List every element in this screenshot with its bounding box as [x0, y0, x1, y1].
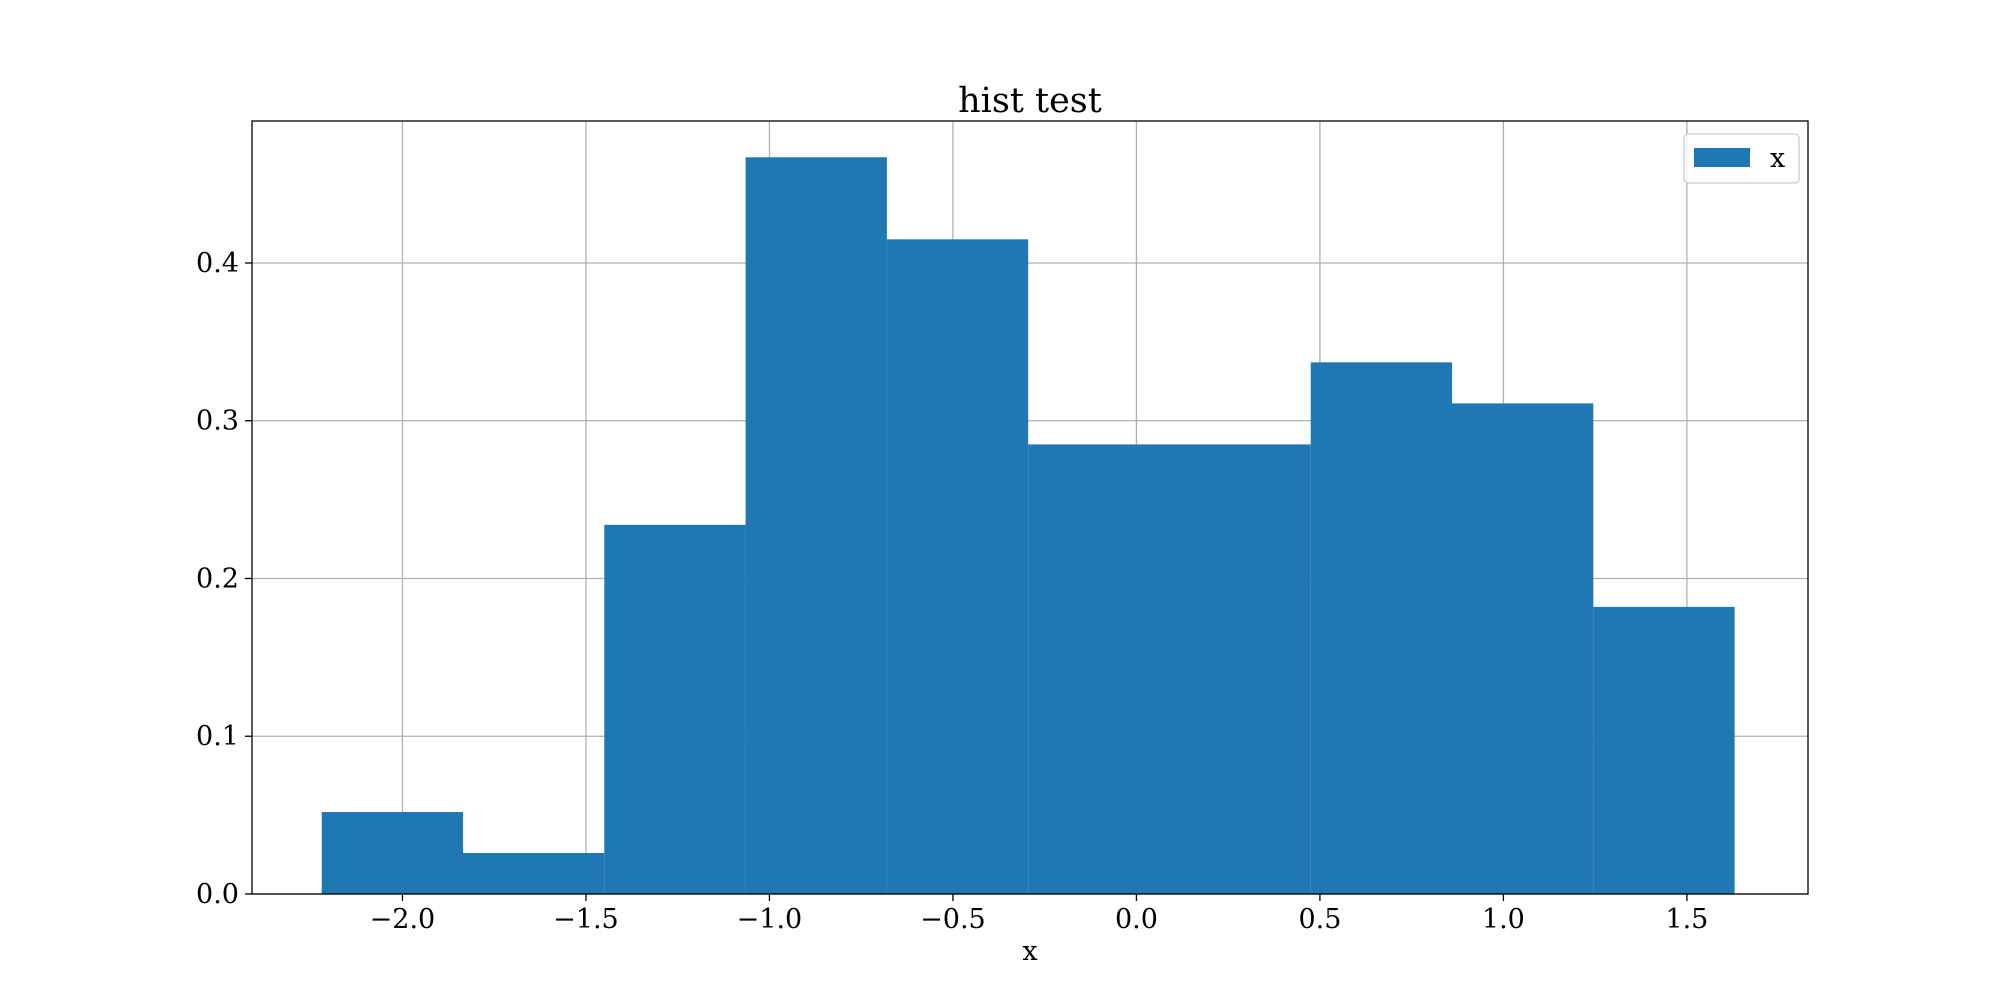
histogram-bar — [1169, 444, 1311, 894]
x-tick-label: 1.0 — [1482, 904, 1525, 935]
plot-frame — [251, 120, 1809, 895]
x-axis-ticks: −2.0 −1.5 −1.0 −0.5 0.0 0.5 1.0 1.5 — [370, 894, 1708, 935]
legend-swatch — [1694, 148, 1750, 167]
x-tick-label: 1.5 — [1665, 904, 1708, 935]
histogram-bar — [321, 811, 464, 894]
y-axis-ticks: 0.0 0.1 0.2 0.3 0.4 — [196, 248, 252, 910]
histogram-bar — [604, 524, 746, 894]
legend: x — [1683, 133, 1800, 184]
histogram-bar — [1593, 606, 1735, 894]
y-tick-label: 0.3 — [196, 406, 239, 437]
histogram-bar — [1310, 362, 1453, 894]
x-tick-label: −2.0 — [370, 904, 436, 935]
x-tick-label: 0.5 — [1298, 904, 1341, 935]
histogram-bar — [745, 157, 887, 894]
x-axis-label: x — [1022, 936, 1037, 967]
histogram-bar — [463, 852, 605, 894]
x-tick-label: 0.0 — [1115, 904, 1158, 935]
y-tick-label: 0.2 — [196, 563, 239, 594]
x-tick-label: −1.5 — [553, 904, 619, 935]
x-tick-label: −0.5 — [920, 904, 986, 935]
y-tick-label: 0.0 — [196, 879, 239, 910]
legend-label: x — [1770, 143, 1785, 174]
histogram-bar — [1452, 403, 1594, 894]
histogram-bar — [1028, 444, 1170, 894]
histogram-bar — [886, 239, 1029, 894]
chart-title: hist test — [958, 81, 1102, 121]
histogram-bars — [321, 157, 1735, 894]
y-tick-label: 0.4 — [196, 248, 239, 279]
y-tick-label: 0.1 — [196, 721, 239, 752]
x-tick-label: −1.0 — [737, 904, 803, 935]
